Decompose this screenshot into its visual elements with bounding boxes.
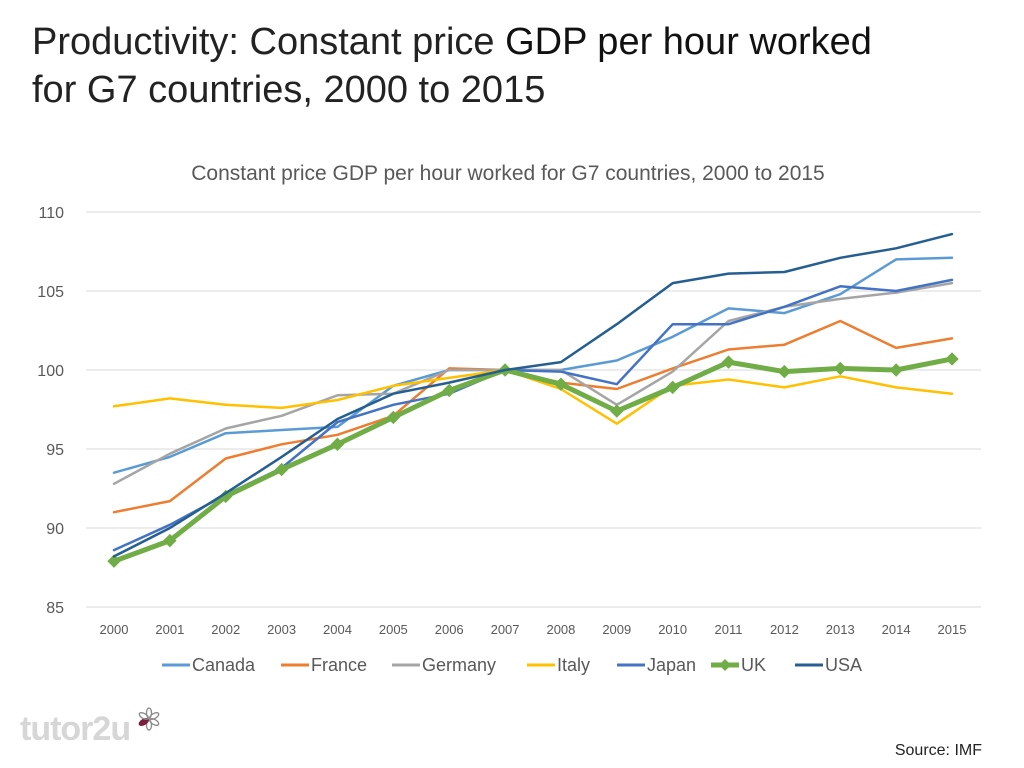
legend-label: Japan — [647, 655, 696, 675]
chart-title: Constant price GDP per hour worked for G… — [191, 162, 824, 185]
y-tick-label: 95 — [46, 442, 64, 459]
legend-item-japan: Japan — [617, 655, 696, 675]
data-point-uk — [721, 355, 736, 369]
data-point-uk — [442, 383, 456, 398]
series-line-usa — [112, 232, 954, 558]
tutor2u-logo: tutor2u — [20, 710, 131, 748]
gridlines — [86, 211, 981, 608]
y-tick-label: 110 — [38, 205, 64, 222]
data-point-uk — [386, 410, 401, 425]
series-uk — [107, 352, 959, 568]
x-tick-label: 2012 — [770, 622, 799, 637]
legend-label: Germany — [422, 655, 496, 675]
y-tick-label: 90 — [46, 521, 64, 538]
data-point-uk — [889, 363, 903, 377]
x-tick-label: 2000 — [100, 622, 129, 637]
data-point-uk — [945, 352, 959, 366]
legend-item-uk: UK — [711, 655, 766, 675]
legend-item-germany: Germany — [392, 655, 496, 675]
series-line-japan — [112, 278, 954, 552]
x-tick-label: 2001 — [155, 622, 184, 637]
legend-label: Italy — [557, 655, 590, 675]
x-tick-label: 2013 — [826, 622, 855, 637]
x-tick-label: 2003 — [267, 622, 296, 637]
legend: Canada France Germany Italy Japan UK USA — [162, 655, 862, 675]
legend-label: UK — [741, 655, 766, 675]
x-tick-label: 2004 — [323, 622, 352, 637]
legend-label: Canada — [192, 655, 256, 675]
data-point-uk — [274, 462, 289, 477]
slide-title-emphasis: GDP per hour worked — [505, 21, 872, 63]
series-usa — [112, 232, 954, 558]
flower-logo-icon — [138, 707, 160, 731]
legend-label: USA — [825, 655, 862, 675]
legend-marker — [719, 659, 731, 671]
x-tick-label: 2011 — [715, 622, 743, 637]
y-tick-label: 105 — [37, 284, 64, 301]
x-tick-label: 2009 — [602, 622, 631, 637]
legend-item-france: France — [281, 655, 367, 675]
data-point-uk — [107, 554, 121, 568]
slide-title-part2: for G7 countries, 2000 to 2015 — [32, 69, 546, 111]
slide-title: Productivity: Constant price GDP per hou… — [32, 18, 992, 114]
data-point-uk — [330, 437, 345, 451]
x-tick-label: 2005 — [379, 622, 408, 637]
data-point-uk — [554, 377, 568, 391]
x-tick-label: 2014 — [882, 622, 911, 637]
data-point-uk — [833, 361, 847, 376]
y-tick-label: 100 — [37, 363, 64, 380]
series-lines — [107, 232, 959, 568]
data-point-uk — [610, 404, 624, 418]
x-axis-ticks: 2000 2001 2002 2003 2004 2005 2006 2007 2008 2009… — [100, 622, 967, 637]
source-note: Source: IMF — [894, 742, 982, 759]
legend-item-canada: Canada — [162, 655, 256, 675]
x-tick-label: 2007 — [491, 622, 520, 637]
series-line-uk — [111, 356, 955, 564]
x-tick-label: 2006 — [435, 622, 464, 637]
data-point-uk — [163, 533, 177, 548]
legend-item-italy: Italy — [527, 655, 590, 675]
y-axis-ticks: 85 90 95 100 105 110 — [37, 205, 64, 617]
x-tick-label: 2015 — [938, 622, 967, 637]
y-tick-label: 85 — [46, 600, 64, 617]
series-japan — [112, 278, 954, 552]
legend-label: France — [311, 655, 367, 675]
data-point-uk — [665, 380, 680, 395]
slide-title-part1: Productivity: Constant price — [32, 21, 506, 63]
x-tick-label: 2002 — [211, 622, 240, 637]
legend-item-usa: USA — [795, 655, 862, 675]
data-point-uk — [777, 364, 792, 379]
x-tick-label: 2010 — [658, 622, 687, 637]
x-tick-label: 2008 — [546, 622, 575, 637]
